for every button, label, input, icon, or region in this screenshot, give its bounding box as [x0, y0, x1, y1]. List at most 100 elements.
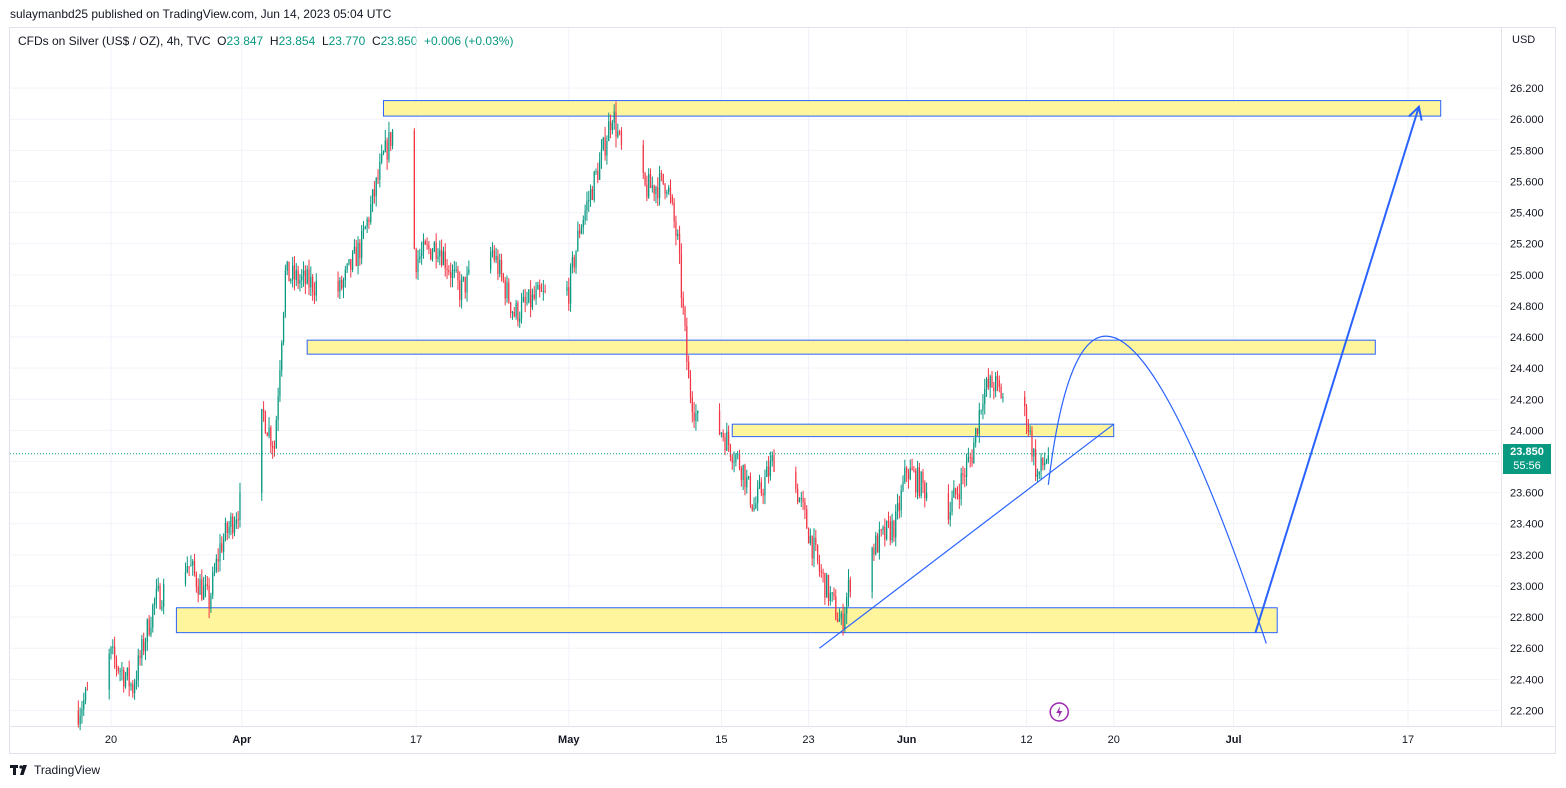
candle-body — [904, 467, 906, 482]
candle-body — [649, 174, 652, 188]
candle-body — [887, 520, 890, 522]
candle-body — [531, 294, 534, 308]
candle-body — [542, 290, 544, 292]
candle-body — [1027, 425, 1029, 432]
price-axis-label: 22.800 — [1510, 612, 1544, 624]
candle-body — [806, 509, 808, 529]
candle-body — [876, 535, 879, 553]
candle-body — [375, 178, 377, 197]
candle-body — [197, 586, 199, 595]
candle-body — [359, 242, 361, 259]
candle-body — [293, 265, 296, 280]
candle-body — [1040, 457, 1042, 472]
candle-body — [353, 246, 356, 253]
candle-body — [130, 684, 132, 687]
candle-body — [878, 529, 881, 553]
candle-body — [1002, 396, 1004, 399]
candle-body — [962, 473, 964, 476]
candle-body — [264, 412, 267, 433]
candle-body — [586, 201, 588, 211]
candle-body — [373, 189, 376, 197]
candle-body — [210, 595, 212, 609]
candle-body — [212, 572, 214, 596]
price-axis-label: 23.400 — [1510, 519, 1544, 531]
projection-arrow — [1254, 106, 1420, 633]
candle-body — [213, 570, 216, 573]
candle-body — [1036, 474, 1039, 477]
candle-body — [310, 276, 312, 288]
candle-body — [617, 131, 619, 137]
tradingview-footer[interactable]: TradingView — [10, 763, 100, 777]
candle-body — [155, 588, 158, 599]
candle-body — [77, 710, 79, 725]
candle-body — [379, 162, 381, 180]
candle-body — [666, 192, 668, 194]
candle-body — [958, 494, 960, 500]
candle-body — [217, 558, 219, 562]
candle-body — [493, 250, 495, 260]
candle-body — [998, 380, 1000, 387]
candle-body — [815, 537, 817, 545]
price-axis-label: 25.600 — [1510, 176, 1544, 188]
candle-body — [947, 493, 950, 520]
candle-body — [384, 140, 386, 152]
candle-body — [433, 242, 435, 252]
price-axis-label: 25.000 — [1510, 270, 1544, 282]
footer-brand: TradingView — [34, 763, 101, 777]
candle-body — [311, 276, 314, 293]
candle-body — [235, 519, 237, 525]
candle-body — [519, 318, 521, 322]
price-axis-label: 22.200 — [1510, 705, 1544, 717]
candle-body — [673, 202, 675, 222]
candle-body — [907, 472, 910, 480]
price-axis-label: 24.200 — [1510, 394, 1544, 406]
candle-body — [751, 504, 753, 511]
candle-body — [588, 200, 590, 202]
price-axis-label: 24.600 — [1510, 332, 1544, 344]
candle-body — [726, 431, 728, 451]
candle-body — [228, 527, 230, 534]
candle-body — [738, 453, 741, 469]
candle-body — [342, 280, 345, 289]
candle-body — [824, 573, 826, 598]
candle-body — [689, 378, 692, 398]
candle-body — [315, 280, 317, 296]
candle-body — [566, 287, 568, 291]
candle-body — [602, 137, 604, 150]
candle-body — [889, 521, 891, 541]
candle-body — [526, 302, 528, 304]
candle-body — [951, 497, 953, 512]
candle-body — [740, 468, 742, 480]
candle-body — [544, 290, 546, 292]
candle-body — [192, 561, 194, 566]
candle-body — [1031, 430, 1033, 457]
candle-body — [517, 302, 519, 322]
candle-body — [913, 470, 915, 472]
currency-label[interactable]: USD — [1512, 34, 1536, 46]
zone-support-bottom — [175, 607, 1278, 634]
symbol-legend[interactable]: CFDs on Silver (US$ / OZ), 4h, TVC O23.8… — [18, 34, 513, 48]
time-axis-label: Jun — [897, 734, 917, 746]
candle-body — [1033, 449, 1035, 457]
candle-body — [766, 466, 768, 477]
candle-body — [798, 498, 801, 503]
candle-body — [575, 250, 577, 268]
candle-body — [539, 285, 541, 291]
tradingview-logo-icon — [10, 765, 27, 775]
candle-body — [668, 187, 670, 193]
candle-body — [800, 498, 802, 500]
candle-body — [468, 269, 470, 273]
candle-body — [446, 268, 448, 271]
open-value: 23.847 — [226, 34, 264, 48]
candle-body — [677, 233, 679, 236]
candle-body — [1042, 457, 1044, 466]
candle-body — [233, 524, 236, 534]
candle-body — [688, 362, 690, 379]
candle-body — [448, 270, 450, 273]
candle-body — [279, 370, 281, 397]
candle-body — [920, 472, 922, 496]
candle-body — [230, 516, 232, 528]
candle-body — [355, 246, 357, 267]
candle-body — [831, 592, 833, 594]
